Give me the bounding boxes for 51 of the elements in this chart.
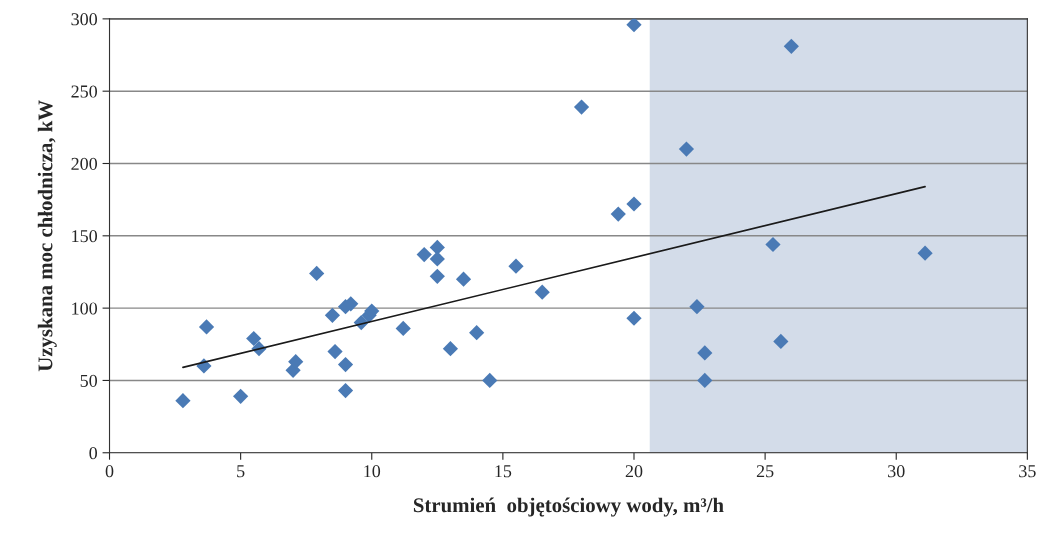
x-tick-label: 20	[625, 465, 643, 478]
point	[534, 284, 550, 300]
point	[626, 18, 642, 33]
point	[429, 268, 445, 284]
x-tick-label: 15	[495, 465, 512, 478]
x-tick-label: 25	[756, 465, 774, 478]
y-tick-label: 150	[72, 230, 98, 243]
point	[765, 236, 781, 253]
y-tick-label: 0	[89, 447, 98, 460]
point	[783, 38, 799, 54]
x-tick-label: 35	[1019, 465, 1036, 478]
point	[309, 265, 325, 282]
point	[469, 325, 485, 341]
x-tick-label: 30	[888, 465, 905, 478]
point	[395, 320, 411, 336]
point	[288, 354, 304, 370]
point	[697, 372, 713, 389]
y-axis-title: Uzyskana moc chłodnicza, kW	[37, 100, 57, 372]
point	[610, 206, 626, 222]
point	[573, 99, 590, 115]
point	[198, 319, 215, 335]
y-tick-label: 200	[71, 157, 98, 170]
y-tick-label: 100	[72, 302, 98, 315]
x-tick-label: 0	[105, 465, 114, 478]
point	[917, 245, 933, 261]
point	[626, 196, 642, 212]
point	[337, 382, 354, 399]
point	[508, 258, 524, 274]
point	[175, 393, 191, 409]
x-tick-label: 10	[364, 465, 381, 478]
point	[337, 356, 354, 373]
y-tick-label: 300	[71, 13, 98, 26]
point	[246, 330, 262, 347]
point	[429, 251, 445, 267]
point	[455, 271, 472, 287]
point	[324, 307, 341, 323]
point	[327, 343, 343, 360]
point	[429, 239, 445, 255]
point	[233, 388, 249, 404]
point	[626, 310, 642, 326]
point	[442, 341, 459, 357]
y-tick-label: 50	[80, 374, 98, 387]
point	[482, 372, 498, 389]
x-tick-label: 5	[237, 465, 245, 478]
point	[678, 141, 695, 157]
point	[773, 333, 789, 349]
x-axis-title: Strumień objętościowy wody, m³/h	[413, 497, 724, 517]
point	[416, 247, 432, 263]
y-tick-label: 250	[71, 85, 98, 98]
point	[689, 299, 705, 315]
point	[697, 345, 713, 361]
